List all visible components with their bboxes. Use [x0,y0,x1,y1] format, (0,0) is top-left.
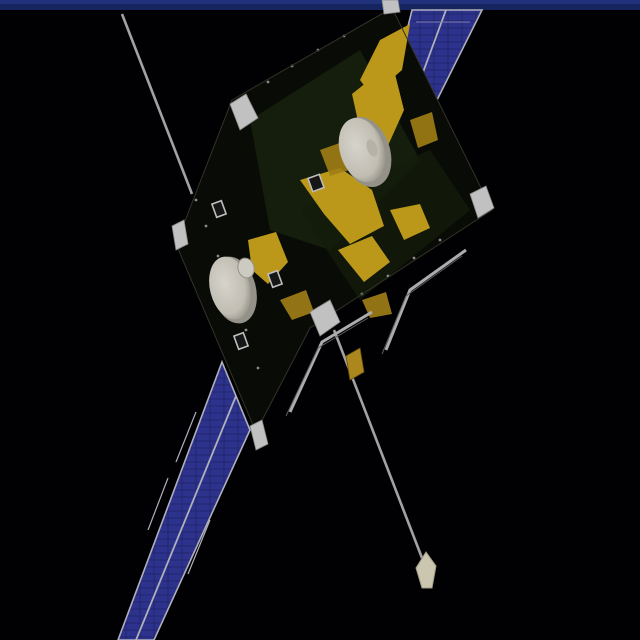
probe-tip [415,551,437,589]
lower-instrument [345,347,365,381]
upper-antenna-dish [338,116,392,188]
top-blue-strip-glow [0,0,640,4]
lower-solar-panel [117,359,251,640]
panel-struts [288,248,467,413]
top-blue-strip [0,0,640,10]
panel-struts-shadow [285,255,463,417]
sensor-plates [210,173,326,351]
lower-antenna-dish [209,256,257,324]
corner-fittings [171,0,495,451]
upper-boom [120,13,194,195]
